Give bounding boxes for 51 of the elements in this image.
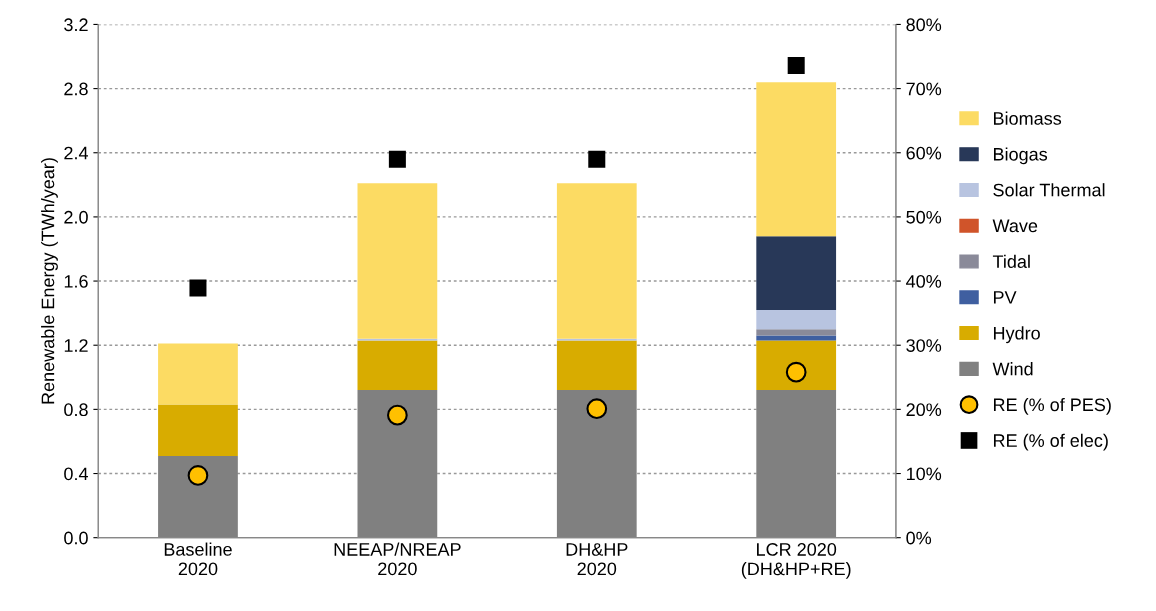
legend-label: Hydro [993,326,1040,344]
y2-tick-label: 0% [906,531,932,545]
y2-tick-label: 30% [906,339,942,352]
y-tick-label: 2.4 [64,146,89,160]
legend-label: Tidal [992,254,1030,269]
legend-label: PV [993,291,1017,304]
bar [158,343,238,405]
y2-tick-label: 40% [906,274,942,288]
point [787,56,805,74]
bar [556,183,637,339]
y-axis-title: Renewable Energy (TWh/year) [41,158,58,404]
y-tick-label: 2.8 [64,82,88,96]
y-tick-label: 0.8 [64,403,88,417]
point [189,279,207,297]
y2-tick-label: 80% [906,18,942,32]
bar [756,309,837,330]
y2-tick-label: 20% [906,403,942,417]
y-tick-label: 1.2 [64,339,88,352]
x-tick-label: DH&HP 2020 [566,543,628,576]
bar [158,404,238,456]
y-tick-label: 0.4 [64,467,89,481]
y-tick-label: 2.0 [64,210,88,224]
bar [756,329,837,336]
x-tick-label: Baseline 2020 [164,542,232,576]
legend-label: Solar Thermal [993,183,1105,197]
point [388,150,406,168]
legend-label: Wind [992,362,1033,376]
x-tick-label: NEEAP/NREAP 2020 [334,542,461,576]
bar [756,340,837,391]
legend-label: Wave [992,219,1038,233]
legend-label: RE (% of elec) [993,433,1108,451]
bar [756,82,837,237]
x-tick-label: LCR 2020 (DH&HP+RE) [741,543,851,579]
bar [357,183,438,339]
legend-label: Biomass [993,111,1062,125]
y-tick-label: 3.2 [64,18,88,32]
y2-tick-label: 60% [906,146,942,160]
point [588,150,606,168]
y2-tick-label: 50% [906,210,942,224]
y2-tick-label: 10% [907,467,942,481]
bar [556,340,637,391]
y-tick-label: 0.0 [64,531,88,545]
point [387,404,408,426]
y2-tick-label: 70% [906,82,942,96]
legend-label: Biogas [993,147,1048,165]
bar [357,340,438,391]
legend-label: RE (% of PES) [993,397,1111,415]
y-tick-label: 1.6 [64,274,88,288]
point [187,465,209,486]
point [586,398,608,420]
bar [756,236,837,310]
